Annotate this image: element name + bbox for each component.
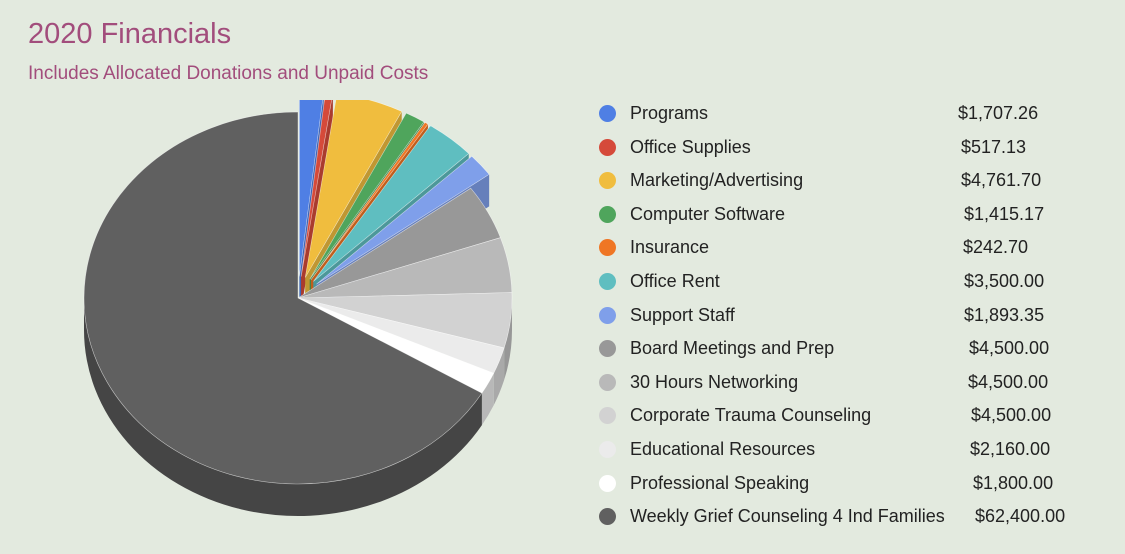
- legend-swatch: [599, 373, 616, 391]
- legend-value: $4,500.00: [971, 405, 1052, 426]
- legend-swatch: [599, 440, 616, 458]
- legend-label: Office Rent: [630, 270, 720, 291]
- legend-label: Weekly Grief Counseling 4 Ind Families: [630, 506, 945, 527]
- pie-slice-computer-software: [309, 112, 425, 280]
- legend-value: $2,160.00: [970, 438, 1051, 459]
- pie-slice-support-staff: [316, 155, 490, 285]
- legend-item-computer-software: Computer Software $1,415.17: [596, 197, 1096, 231]
- legend-swatch: [599, 508, 616, 526]
- pie-chart: [83, 100, 513, 516]
- chart-subtitle: Includes Allocated Donations and Unpaid …: [28, 63, 429, 84]
- legend-value: $4,500.00: [969, 338, 1050, 359]
- legend-swatch: [599, 105, 616, 122]
- legend-item-weekly-grief-counseling-4-ind-families: Weekly Grief Counseling 4 Ind Families $6…: [596, 499, 1096, 533]
- legend-label: Corporate Trauma Counseling: [630, 405, 872, 426]
- legend-label: Board Meetings and Prep: [630, 338, 835, 359]
- legend-item-board-meetings-and-prep: Board Meetings and Prep $4,500.00: [596, 331, 1096, 365]
- legend-swatch: [599, 407, 616, 425]
- legend-label: Professional Speaking: [630, 472, 810, 493]
- chart-title: 2020 Financials: [28, 18, 232, 50]
- legend-value: $1,707.26: [958, 103, 1039, 123]
- legend-item-insurance: Insurance $242.70: [596, 230, 1096, 264]
- pie-slice-corporate-trauma-counseling-side: [504, 298, 512, 380]
- legend-value: $242.70: [963, 237, 1029, 258]
- legend-value: $517.13: [961, 136, 1027, 157]
- pie-slice-educational-resources-side: [493, 347, 505, 406]
- legend-label: Marketing/Advertising: [630, 170, 804, 191]
- legend-value: $1,415.17: [964, 203, 1045, 224]
- legend: Programs $1,707.26 Office Supplies $517.13 M…: [596, 96, 1096, 533]
- legend-swatch: [599, 138, 616, 156]
- legend-value: $3,500.00: [964, 270, 1045, 291]
- legend-label: 30 Hours Networking: [630, 371, 799, 392]
- legend-label: Support Staff: [630, 304, 735, 325]
- legend-label: Insurance: [630, 237, 710, 258]
- pie-slice-marketing-advertising: [304, 100, 403, 278]
- legend-item-support-staff: Support Staff $1,893.35: [596, 298, 1096, 332]
- pie-slice-insurance: [310, 122, 429, 280]
- legend-value: $4,500.00: [968, 371, 1049, 392]
- legend-item-corporate-trauma-counseling: Corporate Trauma Counseling $4,500.00: [596, 398, 1096, 432]
- legend-label: Programs: [630, 103, 709, 123]
- legend-value: $1,800.00: [973, 472, 1054, 493]
- legend-swatch: [599, 172, 616, 190]
- legend-item-office-rent: Office Rent $3,500.00: [596, 264, 1096, 298]
- legend-swatch: [599, 474, 616, 492]
- pie-slice-weekly-grief-counseling-4-ind-families-side: [84, 298, 482, 516]
- legend-item-office-supplies: Office Supplies $517.13: [596, 130, 1096, 164]
- pie-slice-weekly-grief-counseling-4-ind-families: [83, 111, 483, 485]
- legend-value: $62,400.00: [975, 506, 1066, 527]
- legend-value: $4,761.70: [961, 170, 1042, 191]
- legend-swatch: [599, 272, 616, 290]
- legend-label: Computer Software: [630, 203, 786, 224]
- legend-item-programs: Programs $1,707.26: [596, 96, 1096, 130]
- legend-item-professional-speaking: Professional Speaking $1,800.00: [596, 466, 1096, 500]
- legend-value: $1,893.35: [964, 304, 1045, 325]
- legend-item-30-hours-networking: 30 Hours Networking $4,500.00: [596, 365, 1096, 399]
- pie-slice-office-rent: [313, 125, 470, 282]
- legend-swatch: [599, 340, 616, 358]
- legend-swatch: [599, 306, 616, 324]
- pie-slice-professional-speaking-side: [481, 373, 494, 426]
- legend-label: Educational Resources: [630, 438, 816, 459]
- legend-item-marketing-advertising: Marketing/Advertising $4,761.70: [596, 163, 1096, 197]
- pie-slice-programs: [299, 100, 323, 277]
- legend-swatch: [599, 239, 616, 257]
- legend-swatch: [599, 205, 616, 223]
- legend-label: Office Supplies: [630, 136, 751, 157]
- legend-item-educational-resources: Educational Resources $2,160.00: [596, 432, 1096, 466]
